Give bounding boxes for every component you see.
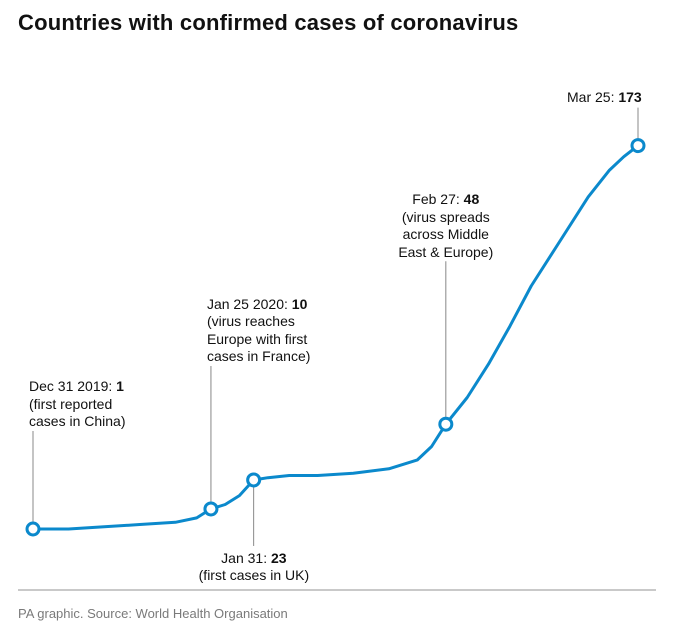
data-marker [248,474,260,486]
source-caption: PA graphic. Source: World Health Organis… [18,606,288,621]
annotation-desc: cases in France) [207,348,310,366]
annotation-2: Jan 31: 23(first cases in UK) [199,550,309,585]
infographic-panel: { "title": "Countries with confirmed cas… [0,0,674,635]
annotation-date: Feb 27: 48 [398,191,493,209]
annotation-date: Jan 31: 23 [199,550,309,568]
line-series [33,146,638,529]
chart-area: Dec 31 2019: 1(first reportedcases in Ch… [18,50,656,591]
annotation-desc: (first cases in UK) [199,567,309,585]
data-marker [27,523,39,535]
annotation-0: Dec 31 2019: 1(first reportedcases in Ch… [29,378,126,431]
chart-title: Countries with confirmed cases of corona… [18,10,518,36]
annotation-4: Mar 25: 173 [567,89,642,107]
annotation-desc: (first reported [29,396,126,414]
annotation-desc: Europe with first [207,331,310,349]
annotation-1: Jan 25 2020: 10(virus reachesEurope with… [207,296,310,366]
data-marker [632,140,644,152]
data-marker [440,418,452,430]
line-chart-svg [18,50,656,589]
annotation-desc: (virus spreads [398,209,493,227]
annotation-desc: cases in China) [29,413,126,431]
annotation-desc: East & Europe) [398,244,493,262]
data-marker [205,503,217,515]
annotation-date: Dec 31 2019: 1 [29,378,126,396]
annotation-desc: across Middle [398,226,493,244]
annotation-3: Feb 27: 48(virus spreadsacross MiddleEas… [398,191,493,261]
annotation-desc: (virus reaches [207,313,310,331]
annotation-date: Mar 25: 173 [567,89,642,107]
annotation-date: Jan 25 2020: 10 [207,296,310,314]
